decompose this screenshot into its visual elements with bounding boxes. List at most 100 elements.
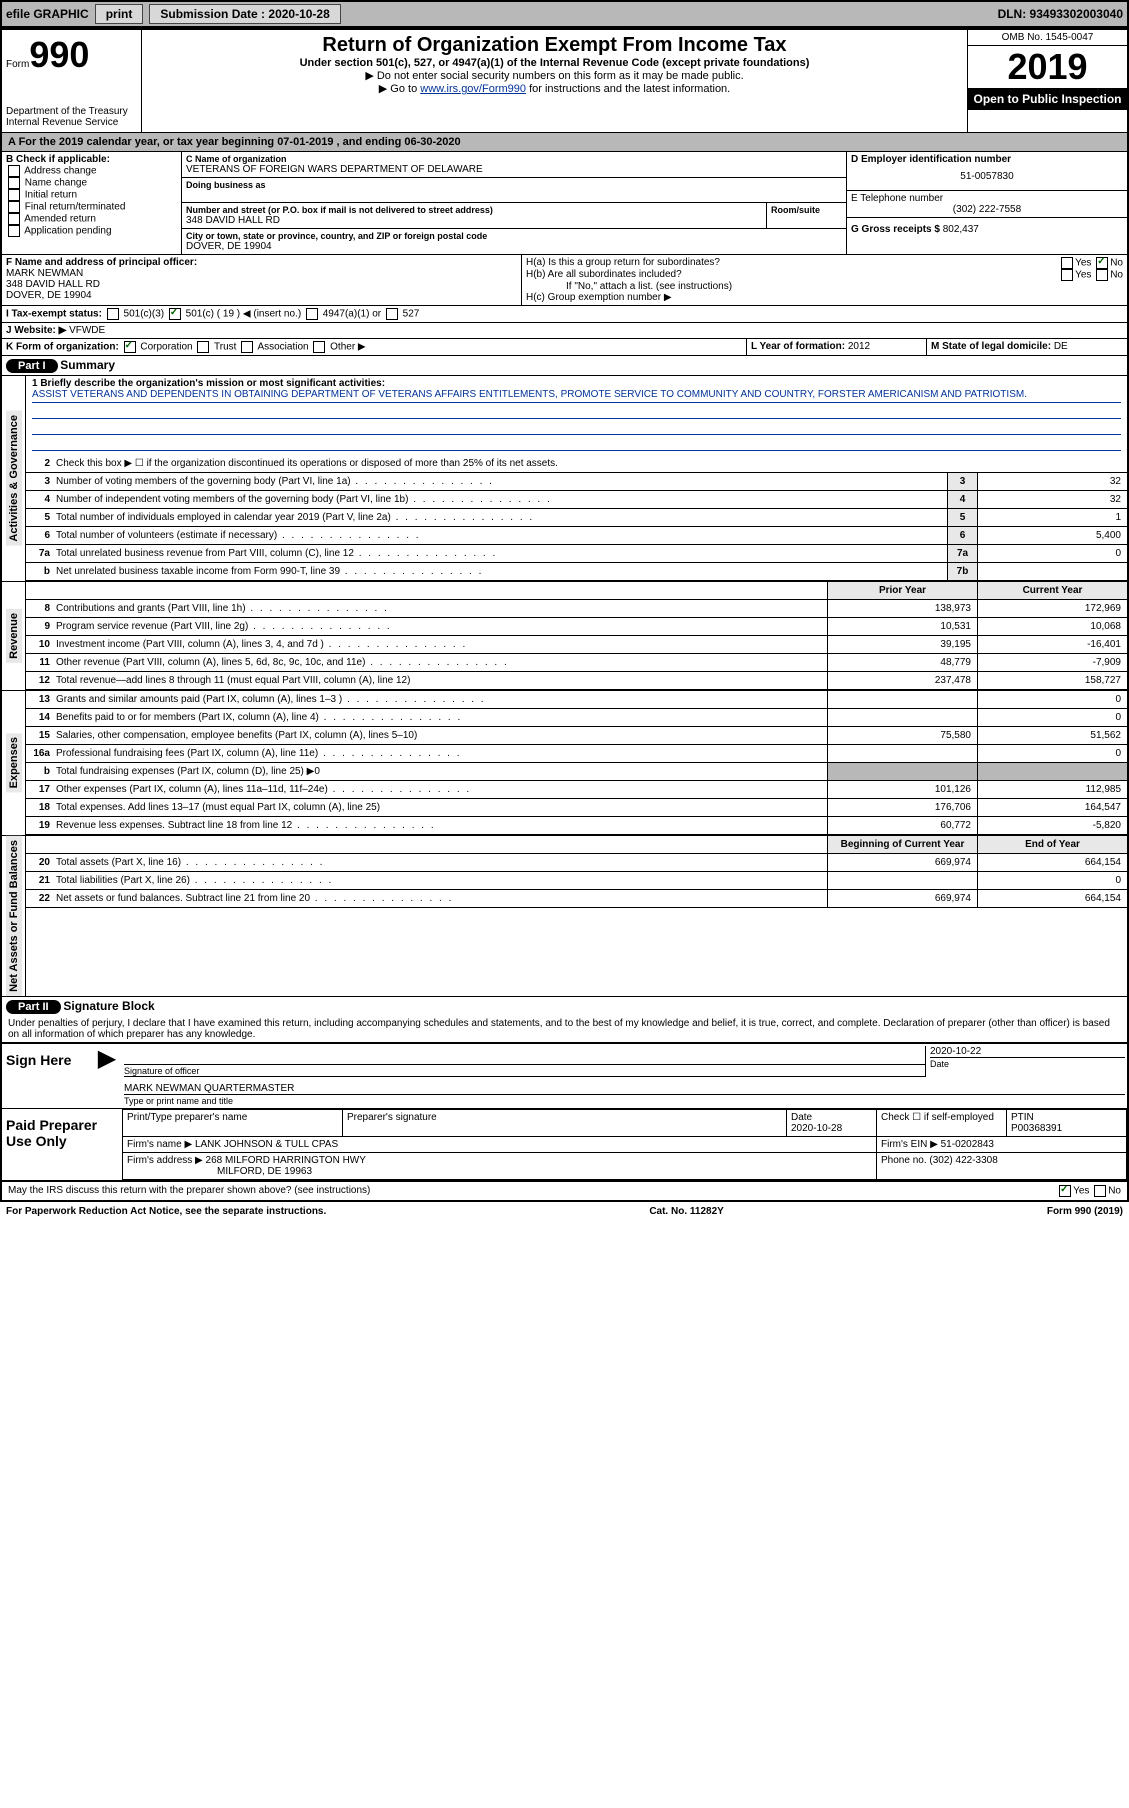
sign-arrow-icon: ▶ <box>92 1044 122 1108</box>
vlabel-expenses: Expenses <box>6 733 22 792</box>
header-left: Form990 Department of the Treasury Inter… <box>2 30 142 132</box>
sign-here-label: Sign Here <box>2 1044 92 1108</box>
type-name-label: Type or print name and title <box>124 1094 1125 1106</box>
app-pending-checkbox[interactable] <box>8 225 20 237</box>
501c-checkbox[interactable] <box>169 308 181 320</box>
form-number: 990 <box>29 34 89 75</box>
section-j: J Website: ▶ VFWDE <box>2 323 1127 338</box>
firm-ein: 51-0202843 <box>941 1139 994 1150</box>
vlabel-revenue: Revenue <box>6 609 22 663</box>
section-f: F Name and address of principal officer:… <box>2 255 522 305</box>
phone: (302) 222-7558 <box>851 204 1123 215</box>
trust-checkbox[interactable] <box>197 341 209 353</box>
section-b-label: B Check if applicable: <box>6 154 177 165</box>
527-checkbox[interactable] <box>386 308 398 320</box>
irs: Internal Revenue Service <box>6 117 137 128</box>
line20-val: 664,154 <box>977 854 1127 871</box>
line22-val: 664,154 <box>977 890 1127 907</box>
line14-val: 0 <box>977 709 1127 726</box>
tax-year: 2019 <box>968 46 1127 88</box>
initial-return-checkbox[interactable] <box>8 189 20 201</box>
header-center: Return of Organization Exempt From Incom… <box>142 30 967 132</box>
corp-checkbox[interactable] <box>124 341 136 353</box>
addr-label: Number and street (or P.O. box if mail i… <box>186 205 762 215</box>
part2-title: Signature Block <box>63 999 154 1013</box>
discuss-yes-checkbox[interactable] <box>1059 1185 1071 1197</box>
line9-val: 10,068 <box>977 618 1127 635</box>
period-row: A For the 2019 calendar year, or tax yea… <box>2 132 1127 151</box>
line21-val: 0 <box>977 872 1127 889</box>
section-c: C Name of organization VETERANS OF FOREI… <box>182 152 847 254</box>
name-label: C Name of organization <box>186 154 842 164</box>
form-footer: Form 990 (2019) <box>1047 1206 1123 1217</box>
assoc-checkbox[interactable] <box>241 341 253 353</box>
line17-val: 112,985 <box>977 781 1127 798</box>
section-h: H(a) Is this a group return for subordin… <box>522 255 1127 305</box>
line6-val: 5,400 <box>977 527 1127 544</box>
line19-val: -5,820 <box>977 817 1127 834</box>
sig-officer-label: Signature of officer <box>124 1064 925 1076</box>
addr-change-checkbox[interactable] <box>8 165 20 177</box>
part2-bubble: Part II <box>6 1000 61 1014</box>
pra-notice: For Paperwork Reduction Act Notice, see … <box>6 1206 326 1217</box>
year-formation: 2012 <box>848 341 870 352</box>
dept: Department of the Treasury <box>6 106 137 117</box>
hb-label: H(b) Are all subordinates included? <box>526 269 682 281</box>
line4-val: 32 <box>977 491 1127 508</box>
state-domicile: DE <box>1054 341 1068 352</box>
amended-return-checkbox[interactable] <box>8 213 20 225</box>
line10-val: -16,401 <box>977 636 1127 653</box>
city-label: City or town, state or province, country… <box>186 231 842 241</box>
tax-status-label: I Tax-exempt status: <box>6 309 102 320</box>
line2-text: Check this box ▶ ☐ if the organization d… <box>54 456 1127 471</box>
501c3-checkbox[interactable] <box>107 308 119 320</box>
ein-label: D Employer identification number <box>851 154 1123 165</box>
jurat: Under penalties of perjury, I declare th… <box>2 1016 1127 1042</box>
prep-date: 2020-10-28 <box>791 1123 842 1134</box>
section-l: L Year of formation: 2012 <box>747 339 927 355</box>
end-year-hdr: End of Year <box>977 836 1127 853</box>
discuss-label: May the IRS discuss this return with the… <box>8 1185 370 1197</box>
section-m: M State of legal domicile: DE <box>927 339 1127 355</box>
line8-val: 172,969 <box>977 600 1127 617</box>
hc-label: H(c) Group exemption number ▶ <box>526 292 1123 303</box>
print-button[interactable]: print <box>95 4 144 24</box>
officer-addr2: DOVER, DE 19904 <box>6 290 517 301</box>
firm-phone: (302) 422-3308 <box>929 1155 997 1166</box>
org-city: DOVER, DE 19904 <box>186 241 842 252</box>
beg-year-hdr: Beginning of Current Year <box>827 836 977 853</box>
vlabel-netassets: Net Assets or Fund Balances <box>6 836 22 996</box>
hb-no-checkbox[interactable] <box>1096 269 1108 281</box>
line5-val: 1 <box>977 509 1127 526</box>
line16a-val: 0 <box>977 745 1127 762</box>
gross-receipts: 802,437 <box>943 224 979 235</box>
ha-yes-checkbox[interactable] <box>1061 257 1073 269</box>
phone-label: E Telephone number <box>851 193 1123 204</box>
current-year-hdr: Current Year <box>977 582 1127 599</box>
4947-checkbox[interactable] <box>306 308 318 320</box>
other-checkbox[interactable] <box>313 341 325 353</box>
part1-title: Summary <box>60 358 115 372</box>
final-return-checkbox[interactable] <box>8 201 20 213</box>
header-right: OMB No. 1545-0047 2019 Open to Public In… <box>967 30 1127 132</box>
gross-label: G Gross receipts $ <box>851 224 940 235</box>
ha-label: H(a) Is this a group return for subordin… <box>526 257 720 269</box>
officer-label: F Name and address of principal officer: <box>6 257 517 268</box>
name-change-checkbox[interactable] <box>8 177 20 189</box>
form-title: Return of Organization Exempt From Incom… <box>146 34 963 57</box>
hb-yes-checkbox[interactable] <box>1061 269 1073 281</box>
org-address: 348 DAVID HALL RD <box>186 215 762 226</box>
form-subtitle: Under section 501(c), 527, or 4947(a)(1)… <box>146 57 963 69</box>
firm-addr1: 268 MILFORD HARRINGTON HWY <box>206 1155 366 1166</box>
line7b-val <box>977 563 1127 580</box>
discuss-no-checkbox[interactable] <box>1094 1185 1106 1197</box>
officer-addr1: 348 DAVID HALL RD <box>6 279 517 290</box>
line7a-val: 0 <box>977 545 1127 562</box>
section-k: K Form of organization: Corporation Trus… <box>2 339 747 355</box>
org-name: VETERANS OF FOREIGN WARS DEPARTMENT OF D… <box>186 164 842 175</box>
submission-date-button[interactable]: Submission Date : 2020-10-28 <box>149 4 340 24</box>
vlabel-activities: Activities & Governance <box>6 411 22 546</box>
ha-no-checkbox[interactable] <box>1096 257 1108 269</box>
room-label: Room/suite <box>771 205 842 215</box>
instructions-link[interactable]: www.irs.gov/Form990 <box>420 83 526 95</box>
